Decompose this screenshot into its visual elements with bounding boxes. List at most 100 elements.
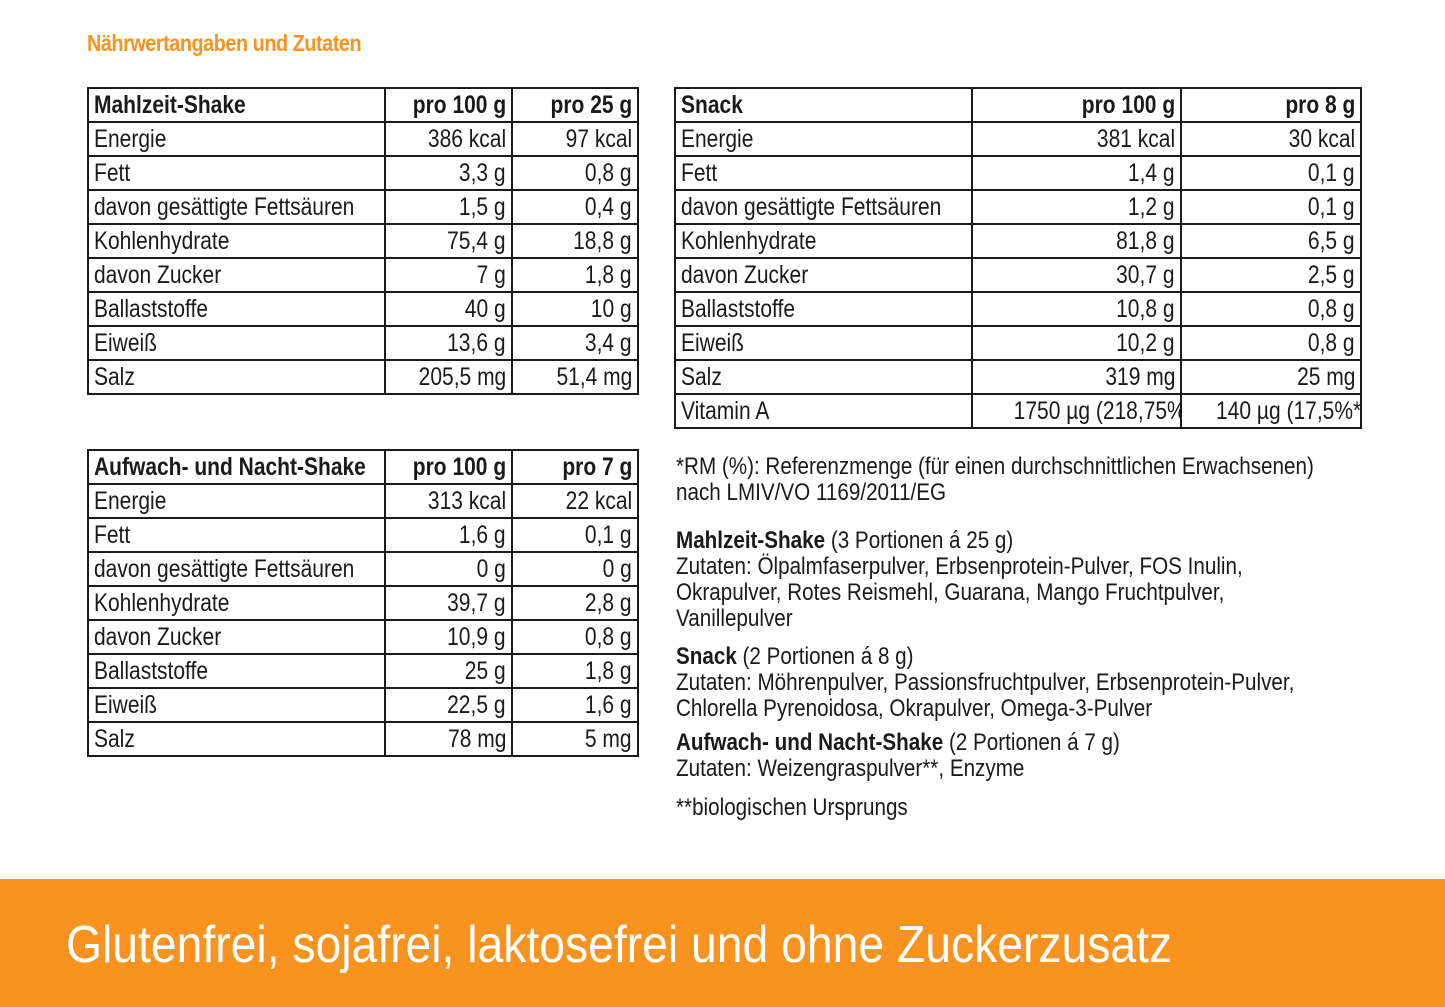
nutrient-value: 30,7 g xyxy=(971,257,1182,293)
nutrient-label: Energie xyxy=(674,121,973,157)
nutrient-value: 0 g xyxy=(384,551,513,587)
nutrient-value-text: 319 mg xyxy=(1104,363,1175,391)
nutrient-value-text: 22,5 g xyxy=(447,691,506,719)
nutrient-value-text: 3,4 g xyxy=(585,329,632,357)
nutrient-value: 1,5 g xyxy=(384,189,513,225)
nutrient-value: 18,8 g xyxy=(511,223,639,259)
nutrient-value-text: 75,4 g xyxy=(447,227,506,255)
nutrient-value-text: 205,5 mg xyxy=(418,363,506,391)
nutrient-value-text: 0,8 g xyxy=(1308,329,1355,357)
nutrient-value: 13,6 g xyxy=(384,325,513,361)
nutrient-value-text: 1,6 g xyxy=(585,691,632,719)
nutrient-value-text: 97 kcal xyxy=(565,125,632,153)
nutrient-label: davon gesättigte Fettsäuren xyxy=(674,189,973,225)
ingredients-snack: Snack (2 Portionen á 8 g) Zutaten: Möhre… xyxy=(676,644,1436,722)
nutrient-value-text: 2,8 g xyxy=(585,589,632,617)
nutrient-value: 0,8 g xyxy=(511,155,639,191)
table-row: Salz 319 mg 25 mg xyxy=(674,359,1362,395)
nutrient-label: davon Zucker xyxy=(87,257,386,293)
nutrient-value-text: 0,1 g xyxy=(585,521,632,549)
nutrient-value: 81,8 g xyxy=(971,223,1182,259)
nutrient-label-text: Ballaststoffe xyxy=(94,295,209,323)
nutrient-value: 1,4 g xyxy=(971,155,1182,191)
table-row: davon Zucker 7 g 1,8 g xyxy=(87,257,639,293)
table-header-row: Aufwach- und Nacht-Shake pro 100 g pro 7 g xyxy=(87,449,639,485)
nutrient-label: Eiweiß xyxy=(87,325,386,361)
nutrient-value: 10,9 g xyxy=(384,619,513,655)
reference-note-line: nach LMIV/VO 1169/2011/EG xyxy=(676,479,947,506)
table-row: Salz 205,5 mg 51,4 mg xyxy=(87,359,639,395)
ingredients-meal-shake: Mahlzeit-Shake (3 Portionen á 25 g) Zuta… xyxy=(676,528,1436,632)
nutrient-label-text: Salz xyxy=(94,363,135,391)
column-header-text: pro 100 g xyxy=(1081,91,1175,119)
nutrient-value: 386 kcal xyxy=(384,121,513,157)
table-row: Fett 1,6 g 0,1 g xyxy=(87,517,639,553)
column-header-text: pro 7 g xyxy=(561,453,632,481)
nutrient-value-text: 25 g xyxy=(465,657,506,685)
nutrient-value: 0 g xyxy=(511,551,639,587)
nutrient-value-text: 13,6 g xyxy=(447,329,506,357)
nutrient-label-text: Vitamin A xyxy=(681,397,770,425)
nutrient-label-text: Kohlenhydrate xyxy=(94,589,230,617)
table-title-text: Aufwach- und Nacht-Shake xyxy=(94,453,366,481)
nutrient-label-text: Energie xyxy=(94,487,167,515)
nutrient-value-text: 140 µg (17,5%*) xyxy=(1215,397,1361,425)
nutrient-label: Kohlenhydrate xyxy=(87,223,386,259)
column-header-text: pro 100 g xyxy=(412,91,506,119)
nutrient-label: Ballaststoffe xyxy=(87,291,386,327)
nutrient-value-text: 22 kcal xyxy=(565,487,632,515)
nutrition-table-wake-night-shake: Aufwach- und Nacht-Shake pro 100 g pro 7 g… xyxy=(87,449,639,757)
nutrient-value: 97 kcal xyxy=(511,121,639,157)
nutrient-label-text: davon gesättigte Fettsäuren xyxy=(94,193,355,221)
page-title: Nährwertangaben und Zutaten xyxy=(87,30,362,56)
nutrient-label: Ballaststoffe xyxy=(87,653,386,689)
nutrient-label: Energie xyxy=(87,121,386,157)
nutrient-value-text: 5 mg xyxy=(585,725,632,753)
ingredients-line: Okrapulver, Rotes Reismehl, Guarana, Man… xyxy=(676,579,1225,606)
nutrient-value-text: 1,8 g xyxy=(585,657,632,685)
nutrient-label: davon Zucker xyxy=(674,257,973,293)
nutrient-value: 2,8 g xyxy=(511,585,639,621)
nutrient-value: 10 g xyxy=(511,291,639,327)
table-header-row: Snack pro 100 g pro 8 g xyxy=(674,87,1362,123)
column-header: pro 8 g xyxy=(1180,87,1362,123)
nutrient-value-text: 10,2 g xyxy=(1116,329,1175,357)
nutrient-label: Ballaststoffe xyxy=(674,291,973,327)
nutrient-value-text: 0,8 g xyxy=(585,159,632,187)
nutrient-value: 75,4 g xyxy=(384,223,513,259)
nutrient-label-text: Energie xyxy=(94,125,167,153)
nutrient-value: 25 g xyxy=(384,653,513,689)
table-row: Energie 381 kcal 30 kcal xyxy=(674,121,1362,157)
nutrient-label-text: davon Zucker xyxy=(681,261,809,289)
nutrient-value-text: 0 g xyxy=(476,555,506,583)
nutrient-value: 1,8 g xyxy=(511,653,639,689)
reference-note: *RM (%): Referenzmenge (für einen durchs… xyxy=(676,454,1436,506)
nutrient-value-text: 0,1 g xyxy=(1308,193,1355,221)
nutrient-value: 0,1 g xyxy=(1180,155,1362,191)
nutrient-label: Fett xyxy=(87,155,386,191)
nutrient-value-text: 0,8 g xyxy=(585,623,632,651)
nutrient-value-text: 25 mg xyxy=(1296,363,1355,391)
ingredients-line: Zutaten: Ölpalmfaserpulver, Erbsenprotei… xyxy=(676,553,1243,580)
nutrient-label-text: Eiweiß xyxy=(94,329,158,357)
portion-info: (2 Portionen á 8 g) xyxy=(736,643,914,670)
nutrient-value: 1,2 g xyxy=(971,189,1182,225)
nutrient-value-text: 10,8 g xyxy=(1116,295,1175,323)
nutrient-label: Vitamin A xyxy=(674,393,973,429)
nutrient-label-text: Fett xyxy=(94,521,131,549)
nutrient-label: Fett xyxy=(87,517,386,553)
nutrient-value-text: 10,9 g xyxy=(447,623,506,651)
reference-note-line: *RM (%): Referenzmenge (für einen durchs… xyxy=(676,453,1314,480)
column-header: pro 25 g xyxy=(511,87,639,123)
claims-banner-text: Glutenfrei, sojafrei, laktosefrei und oh… xyxy=(66,916,1173,974)
table-row: davon gesättigte Fettsäuren 1,2 g 0,1 g xyxy=(674,189,1362,225)
nutrient-label: Salz xyxy=(674,359,973,395)
nutrient-value: 0,1 g xyxy=(511,517,639,553)
nutrient-label-text: Ballaststoffe xyxy=(681,295,796,323)
nutrient-value-text: 30 kcal xyxy=(1288,125,1355,153)
nutrient-value: 3,3 g xyxy=(384,155,513,191)
table-row: Eiweiß 10,2 g 0,8 g xyxy=(674,325,1362,361)
table-row: Energie 386 kcal 97 kcal xyxy=(87,121,639,157)
nutrient-value: 0,8 g xyxy=(1180,325,1362,361)
nutrient-label: Salz xyxy=(87,721,386,757)
